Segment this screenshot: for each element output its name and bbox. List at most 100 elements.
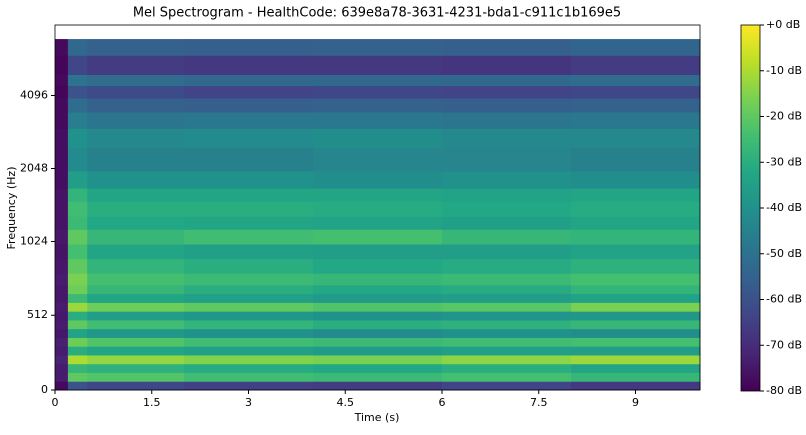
heat-cell [67,273,88,286]
heat-cell [313,372,443,382]
heat-cell [67,328,88,338]
colorbar [740,24,761,392]
heat-cell [184,381,314,391]
heat-cell [313,74,443,87]
heat-cell [571,311,701,321]
heat-cell [571,201,701,217]
y-tick-label: 4096 [20,89,48,102]
colorbar-tick-label: -50 dB [766,247,802,260]
heat-cell [442,381,572,391]
heat-cell [87,216,185,230]
heat-cell [571,273,701,286]
heat-cell [55,258,69,274]
heat-cell [442,354,572,365]
heat-cell [55,319,69,330]
heat-cell [442,74,572,87]
heat-cell [571,85,701,99]
heat-cell [313,354,443,365]
heat-cell [87,128,185,148]
heat-cell [313,302,443,312]
heat-cell [571,216,701,230]
y-axis-label: Frequency (Hz) [5,167,18,250]
plot-frame [54,24,701,391]
heat-cell [67,112,88,129]
heat-cell [184,244,314,260]
heat-cell [67,293,88,303]
y-tick-label: 2048 [20,162,48,175]
x-tick-label: 0 [52,396,59,409]
heat-cell [67,284,88,295]
heat-cell [87,293,185,303]
heat-cell [184,319,314,330]
heat-cell [313,85,443,99]
heat-cell [55,55,69,75]
heat-cell [87,284,185,295]
colorbar-tick-label: -80 dB [766,384,802,397]
heat-cell [55,39,69,56]
heat-cell [87,311,185,321]
heat-cell [67,372,88,382]
heat-cell [313,346,443,356]
y-tick-label: 0 [41,383,48,396]
heat-cell [67,188,88,202]
heat-cell [67,337,88,347]
x-tick-label: 7.5 [530,396,548,409]
heat-cell [55,112,69,129]
heat-cell [442,311,572,321]
heat-cell [313,311,443,321]
heat-cell [55,171,69,189]
heat-cell [55,346,69,356]
heat-cell [442,188,572,202]
heat-cell [87,354,185,365]
heat-cell [67,381,88,391]
heat-cell [87,229,185,245]
colorbar-tick-label: -60 dB [766,293,802,306]
heat-cell [184,55,314,75]
heat-cell [571,363,701,373]
heat-cell [55,302,69,312]
heat-cell [313,39,443,56]
heat-cell [55,311,69,321]
heat-cell [87,273,185,286]
heat-cell [55,188,69,202]
heat-cell [67,171,88,189]
heat-cell [87,98,185,113]
heat-cell [55,273,69,286]
heat-cell [571,229,701,245]
heat-cell [313,112,443,129]
heat-cell [442,328,572,338]
heat-cell [442,284,572,295]
heat-cell [442,372,572,382]
heat-cell [571,258,701,274]
heat-cell [442,147,572,172]
heat-cell [313,171,443,189]
heat-cell [442,216,572,230]
heat-cell [571,112,701,129]
heat-cell [313,284,443,295]
heat-cell [571,293,701,303]
heat-cell [67,98,88,113]
heat-cell [571,147,701,172]
heat-cell [55,284,69,295]
heat-cell [184,201,314,217]
x-tick-label: 9 [632,396,639,409]
heat-cell [571,188,701,202]
heat-cell [442,363,572,373]
heat-cell [442,98,572,113]
heat-cell [184,188,314,202]
heat-cell [67,74,88,87]
heat-cell [571,302,701,312]
heat-cell [442,302,572,312]
heat-cell [442,201,572,217]
heat-cell [55,354,69,365]
heat-cell [442,244,572,260]
heat-cell [442,319,572,330]
heat-cell [313,273,443,286]
heat-cell [87,337,185,347]
heat-cell [55,98,69,113]
heat-cell [571,372,701,382]
heat-cell [442,112,572,129]
heat-cell [67,216,88,230]
heat-cell [55,85,69,99]
heat-cell [442,85,572,99]
